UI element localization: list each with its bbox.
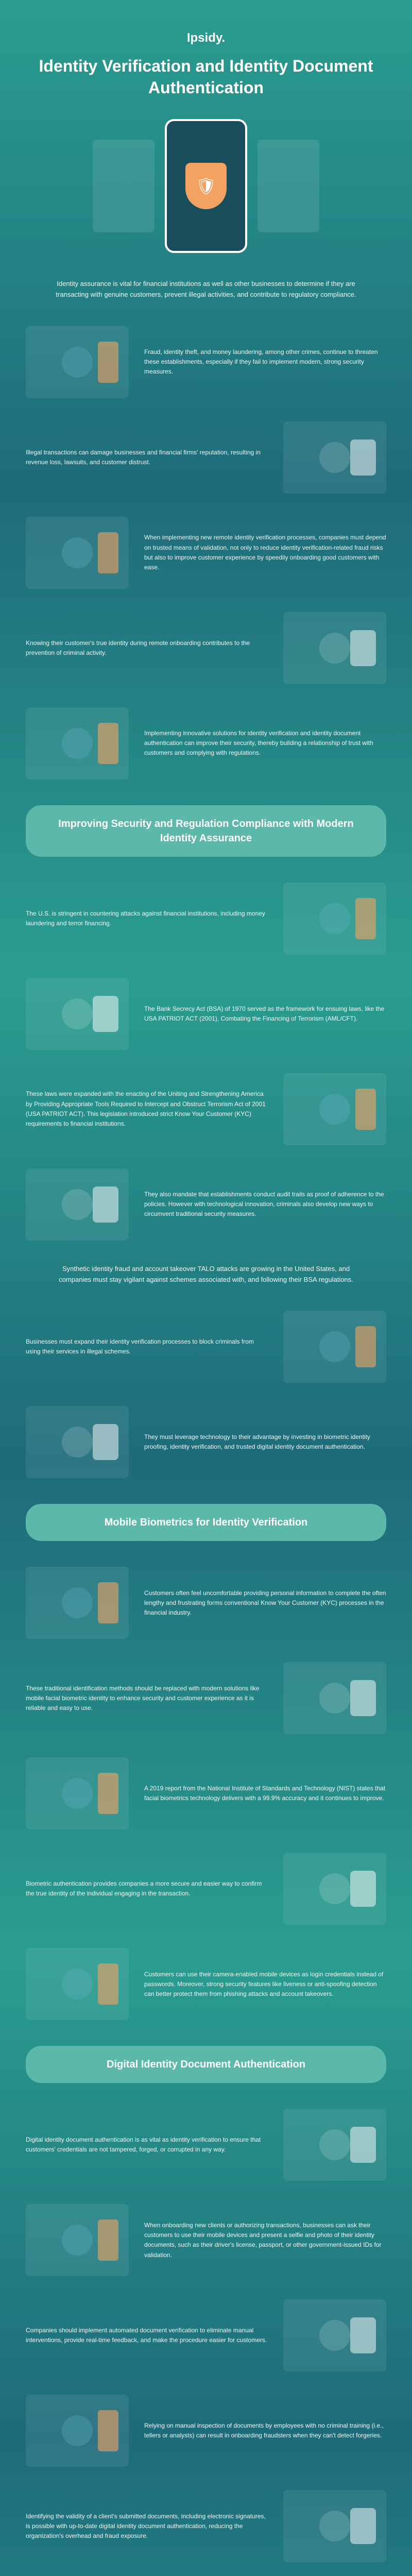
content-text: These traditional identification methods…: [26, 1684, 268, 1714]
illustration: [26, 2204, 129, 2276]
content-row: Companies should implement automated doc…: [26, 2299, 386, 2371]
illustration: [26, 1168, 129, 1241]
content-text: A 2019 report from the National Institut…: [144, 1784, 386, 1803]
content-text: They also mandate that establishments co…: [144, 1190, 386, 1219]
hero-side-right: [258, 140, 319, 232]
content-text: Knowing their customer's true identity d…: [26, 638, 268, 658]
hero-illustration: 🛡: [26, 114, 386, 258]
content-row: Relying on manual inspection of document…: [26, 2395, 386, 2467]
illustration: [283, 1853, 386, 1925]
illustration: [283, 883, 386, 955]
content-text: Synthetic identity fraud and account tak…: [52, 1264, 360, 1285]
section-header-security: Improving Security and Regulation Compli…: [26, 805, 386, 857]
illustration: [283, 2299, 386, 2371]
content-row: They must leverage technology to their a…: [26, 1406, 386, 1478]
content-text: Businesses must expand their identity ve…: [26, 1337, 268, 1357]
content-row: They also mandate that establishments co…: [26, 1168, 386, 1241]
shield-icon: 🛡: [185, 163, 227, 209]
content-text: Customers often feel uncomfortable provi…: [144, 1588, 386, 1618]
illustration: [26, 978, 129, 1050]
section-header-biometrics: Mobile Biometrics for Identity Verificat…: [26, 1504, 386, 1541]
content-text: Relying on manual inspection of document…: [144, 2421, 386, 2441]
content-text: Customers can use their camera-enabled m…: [144, 1970, 386, 1999]
content-text: These laws were expanded with the enacti…: [26, 1089, 268, 1129]
content-row: Biometric authentication provides compan…: [26, 1853, 386, 1925]
content-text: When onboarding new clients or authorizi…: [144, 2221, 386, 2260]
content-row: Illegal transactions can damage business…: [26, 421, 386, 494]
content-text: The Bank Secrecy Act (BSA) of 1970 serve…: [144, 1004, 386, 1024]
content-row: Implementing innovative solutions for id…: [26, 707, 386, 779]
illustration: [26, 1567, 129, 1639]
illustration: [283, 2109, 386, 2181]
content-row: Customers can use their camera-enabled m…: [26, 1948, 386, 2020]
brand-logo: Ipsidy.: [26, 31, 386, 45]
content-row: Businesses must expand their identity ve…: [26, 1311, 386, 1383]
content-row: When onboarding new clients or authorizi…: [26, 2204, 386, 2276]
content-text: Implementing innovative solutions for id…: [144, 728, 386, 758]
content-row: A 2019 report from the National Institut…: [26, 1757, 386, 1829]
content-text: Biometric authentication provides compan…: [26, 1879, 268, 1899]
illustration: [26, 1948, 129, 2020]
content-row: These laws were expanded with the enacti…: [26, 1073, 386, 1145]
content-row: When implementing new remote identity ve…: [26, 517, 386, 589]
content-text: They must leverage technology to their a…: [144, 1432, 386, 1452]
content-text: Fraud, identity theft, and money launder…: [144, 347, 386, 377]
content-row: The U.S. is stringent in countering atta…: [26, 883, 386, 955]
illustration-remote: [26, 517, 129, 589]
illustration: [26, 2395, 129, 2467]
content-row: Fraud, identity theft, and money launder…: [26, 326, 386, 398]
page-title: Identity Verification and Identity Docum…: [26, 56, 386, 98]
content-text: When implementing new remote identity ve…: [144, 533, 386, 572]
content-row: Digital identity document authentication…: [26, 2109, 386, 2181]
content-text: The U.S. is stringent in countering atta…: [26, 909, 268, 928]
illustration: [26, 1757, 129, 1829]
illustration: [283, 2490, 386, 2562]
content-row: Customers often feel uncomfortable provi…: [26, 1567, 386, 1639]
content-row: The Bank Secrecy Act (BSA) of 1970 serve…: [26, 978, 386, 1050]
illustration: [283, 1073, 386, 1145]
content-row: Knowing their customer's true identity d…: [26, 612, 386, 684]
illustration-fraud: [26, 326, 129, 398]
hero-phone: 🛡: [165, 119, 247, 253]
illustration-damage: [283, 421, 386, 494]
content-text: Digital identity document authentication…: [26, 2135, 268, 2155]
content-row: These traditional identification methods…: [26, 1662, 386, 1734]
illustration: [283, 1662, 386, 1734]
content-text: Companies should implement automated doc…: [26, 2326, 268, 2345]
illustration: [283, 1311, 386, 1383]
content-text: Identifying the validity of a client's s…: [26, 2512, 268, 2541]
illustration-implementing: [26, 707, 129, 779]
illustration: [26, 1406, 129, 1478]
hero-side-left: [93, 140, 154, 232]
content-row: Identifying the validity of a client's s…: [26, 2490, 386, 2562]
content-text: Illegal transactions can damage business…: [26, 448, 268, 467]
illustration-knowing: [283, 612, 386, 684]
intro-paragraph: Identity assurance is vital for financia…: [52, 279, 360, 300]
section-header-docauth: Digital Identity Document Authentication: [26, 2046, 386, 2083]
